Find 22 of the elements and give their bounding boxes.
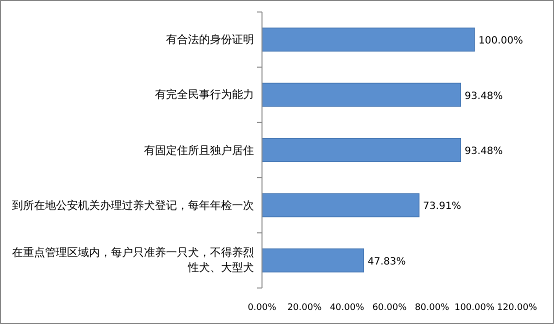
data-label: 93.48% [464, 146, 503, 157]
y-tick-label: 有合法的身份证明 [166, 32, 254, 48]
bar [262, 248, 364, 272]
y-tick-label: 到所在地公安机关办理过养犬登记，每年年检一次 [12, 198, 254, 213]
y-tick-label: 有完全民事行为能力 [155, 87, 254, 102]
y-tick-label: 在重点管理区域内，每户只准养一只犬，不得养烈性犬、大型犬 [12, 245, 254, 276]
bar [262, 193, 420, 218]
x-tick-label: 0.00% [248, 303, 277, 313]
x-tick-label: 80.00% [414, 303, 450, 313]
x-tick-label: 120.00% [496, 303, 538, 313]
x-tick-label: 100.00% [454, 303, 495, 313]
x-tick-label: 40.00% [330, 303, 365, 313]
data-label: 47.83% [368, 256, 406, 268]
bar [262, 28, 475, 52]
x-tick-label: 60.00% [372, 303, 408, 313]
bar [262, 82, 462, 107]
bar [262, 138, 462, 162]
data-label: 93.48% [464, 90, 503, 102]
y-tick-label: 有固定住所且独户居住 [144, 142, 254, 158]
data-label: 73.91% [423, 201, 462, 212]
x-tick-label: 20.00% [287, 303, 322, 313]
data-label: 100.00% [478, 36, 523, 47]
